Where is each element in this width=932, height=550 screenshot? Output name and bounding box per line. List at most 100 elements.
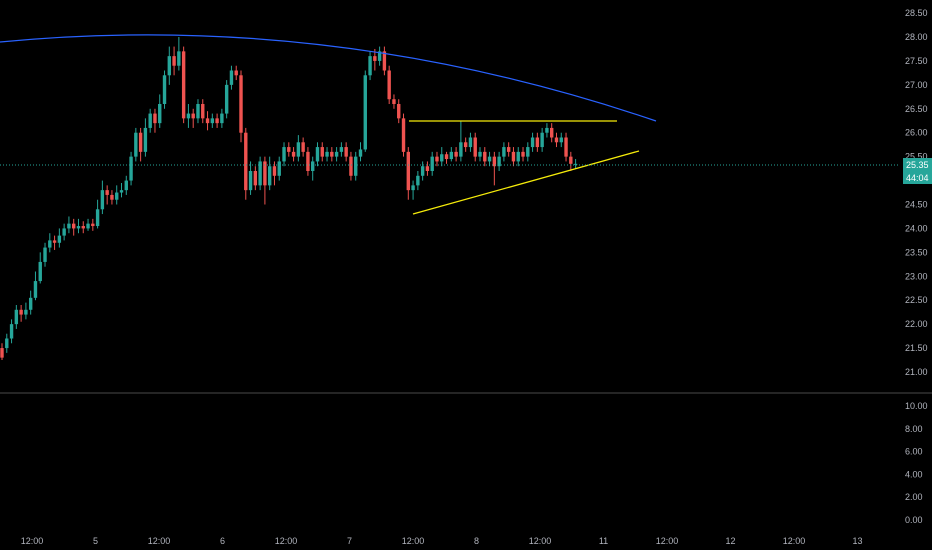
time-tick-label: 8 (474, 536, 479, 546)
candle (239, 70, 243, 143)
candle (172, 46, 176, 76)
candle (76, 218, 81, 234)
candle (210, 113, 215, 128)
candle (483, 147, 487, 167)
price-tick-label: 24.00 (905, 223, 928, 233)
candle (287, 142, 291, 157)
candle (497, 151, 501, 171)
candle (334, 147, 339, 162)
candle (277, 156, 281, 181)
support-trendline-drawing[interactable] (412, 150, 640, 215)
candle (138, 127, 143, 162)
price-tick-label: 21.50 (905, 343, 928, 353)
candle (564, 132, 568, 162)
price-label-price: 25.35 (906, 160, 929, 170)
candle (492, 151, 497, 186)
candle (473, 132, 477, 162)
candle (86, 218, 90, 231)
candle (354, 151, 358, 181)
candle (301, 137, 305, 157)
candle (67, 216, 71, 234)
candle (100, 180, 105, 215)
price-tick-label: 25.50 (905, 152, 928, 162)
candle (554, 132, 559, 148)
candle (162, 70, 167, 109)
time-tick-label: 12 (725, 536, 735, 546)
candle (406, 147, 410, 200)
candle (253, 166, 258, 191)
candlestick-series (0, 37, 578, 361)
price-tick-label: 23.50 (905, 247, 928, 257)
candle (105, 185, 109, 205)
candle (143, 118, 148, 157)
time-axis[interactable]: 12:00 5 12:00 6 12:00 7 12:00 8 12:00 11 12:00 12 12… (21, 536, 863, 546)
candle (401, 113, 406, 157)
candle (463, 137, 468, 152)
candle (325, 147, 329, 162)
time-tick-label: 12:00 (529, 536, 552, 546)
price-tick-label: 26.00 (905, 128, 928, 138)
candle (502, 142, 506, 162)
candle (33, 271, 38, 301)
time-tick-label: 12:00 (275, 536, 298, 546)
time-tick-label: 6 (220, 536, 225, 546)
candle (38, 252, 42, 284)
candle (43, 242, 47, 267)
candle (48, 233, 52, 253)
candle (306, 147, 310, 176)
candle (115, 185, 119, 205)
candle (167, 46, 171, 85)
volume-tick-label: 4.00 (905, 469, 923, 479)
candle (358, 142, 363, 162)
candle (363, 70, 367, 152)
candle (0, 343, 4, 361)
candle (349, 151, 353, 181)
price-label-countdown: 44:04 (906, 173, 929, 183)
candle (110, 190, 114, 205)
candle (14, 305, 19, 329)
candle (124, 175, 128, 195)
volume-tick-label: 8.00 (905, 424, 923, 434)
candle (511, 147, 516, 167)
volume-tick-label: 2.00 (905, 492, 923, 502)
arc-drawing[interactable] (0, 34, 657, 122)
candle (420, 161, 425, 181)
price-tick-label: 28.50 (905, 8, 928, 18)
candle (435, 151, 439, 167)
candle (205, 111, 210, 131)
candle (148, 108, 152, 133)
candle (311, 156, 315, 181)
candle (72, 218, 76, 236)
candle (224, 80, 229, 119)
time-tick-label: 11 (599, 536, 608, 546)
candle (478, 147, 482, 162)
candle (196, 99, 200, 124)
price-tick-label: 24.50 (905, 200, 928, 210)
candle (382, 46, 387, 76)
candle (234, 65, 238, 81)
candle (540, 127, 544, 152)
candle (545, 123, 549, 138)
candle (81, 221, 85, 234)
candle (191, 108, 195, 128)
candle (339, 142, 344, 157)
candle (296, 135, 301, 162)
candle (573, 159, 578, 169)
candle (28, 290, 33, 315)
candle (387, 65, 391, 104)
candle (397, 99, 401, 124)
candle (244, 127, 248, 200)
volume-axis[interactable]: 10.00 8.00 6.00 4.00 2.00 0.00 (905, 401, 928, 525)
candle (449, 147, 454, 162)
candle (444, 151, 449, 164)
candle (19, 305, 23, 322)
candle (95, 199, 100, 229)
candle (5, 333, 9, 353)
candle (526, 142, 530, 162)
candle (248, 161, 253, 195)
candle (272, 161, 277, 186)
candle (440, 147, 444, 167)
candle (535, 132, 540, 152)
